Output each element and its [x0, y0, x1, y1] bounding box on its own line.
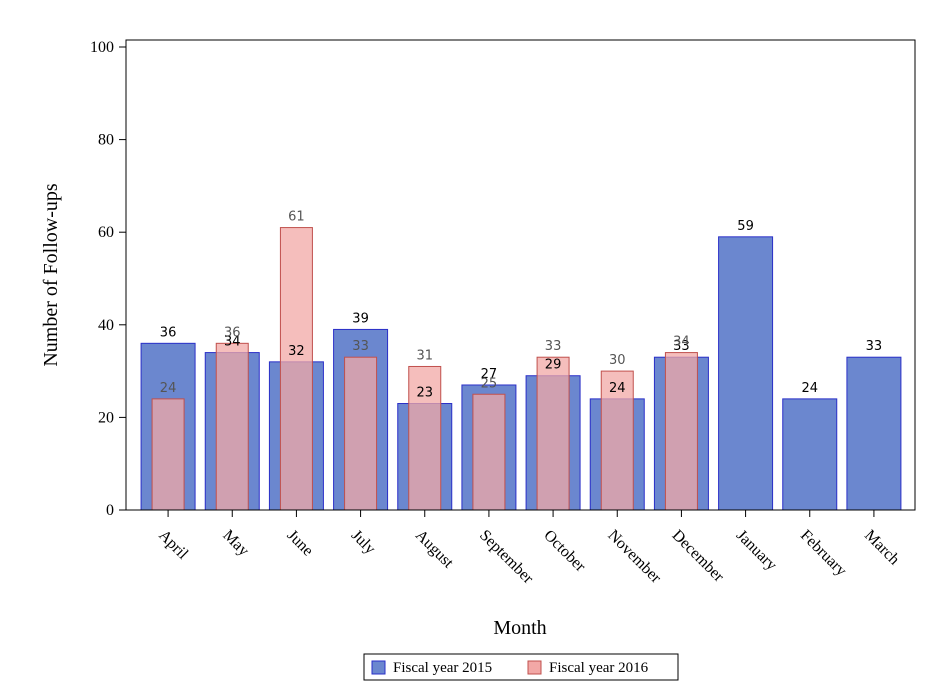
data-label-fiscal-year-2015-february: 24 — [801, 381, 818, 396]
x-tick-label-december: December — [669, 527, 728, 586]
series-fiscal-year-2015-bars — [140, 236, 902, 511]
x-tick-label-april: April — [155, 527, 191, 563]
data-label-fiscal-year-2015-december: 33 — [673, 339, 690, 354]
data-label-fiscal-year-2015-june: 32 — [288, 344, 305, 359]
y-axis-title: Number of Follow-ups — [40, 183, 62, 367]
y-tick-label-60: 60 — [98, 224, 114, 241]
x-tick-label-february: February — [797, 527, 850, 580]
bar-fiscal-year-2016-june — [279, 227, 313, 511]
data-label-fiscal-year-2015-september: 27 — [481, 367, 498, 382]
x-tick-label-march: March — [861, 527, 903, 569]
x-tick-label-october: October — [540, 527, 589, 576]
y-tick-label-20: 20 — [98, 409, 114, 426]
x-tick-label-june: June — [284, 527, 317, 560]
x-tick-label-august: August — [412, 527, 457, 572]
bar-fiscal-year-2015-march — [846, 356, 902, 511]
series-fiscal-year-2016-bars — [151, 227, 698, 511]
legend-label-fiscal-year-2016: Fiscal year 2016 — [549, 660, 649, 676]
x-tick-label-january: January — [733, 527, 780, 574]
bar-fiscal-year-2015-january — [718, 236, 774, 511]
data-label-fiscal-year-2015-november: 24 — [609, 381, 626, 396]
data-label-fiscal-year-2015-july: 39 — [352, 311, 369, 326]
bar-fiscal-year-2016-july — [344, 356, 378, 511]
bar-fiscal-year-2016-may — [215, 342, 249, 511]
legend-swatch-fiscal-year-2015 — [371, 660, 386, 675]
data-label-fiscal-year-2015-october: 29 — [545, 358, 562, 373]
bar-fiscal-year-2016-december — [664, 352, 698, 511]
data-label-fiscal-year-2016-november: 30 — [609, 353, 626, 368]
data-label-fiscal-year-2016-september: 25 — [481, 376, 498, 391]
bar-fiscal-year-2016-august — [408, 365, 442, 511]
bar-fiscal-year-2016-april — [151, 398, 185, 511]
y-tick-label-0: 0 — [106, 502, 114, 519]
x-tick-label-may: May — [219, 527, 252, 560]
x-axis: April May June July August September October No… — [155, 510, 903, 588]
data-label-fiscal-year-2016-april: 24 — [160, 381, 177, 396]
data-label-fiscal-year-2015-april: 36 — [160, 325, 177, 340]
y-tick-label-80: 80 — [98, 132, 114, 149]
data-label-fiscal-year-2015-may: 34 — [224, 335, 241, 350]
data-label-fiscal-year-2016-october: 33 — [545, 339, 562, 354]
legend-frame — [363, 653, 679, 681]
data-label-fiscal-year-2016-may: 36 — [224, 325, 241, 340]
y-tick-label-100: 100 — [90, 39, 114, 56]
legend-label-fiscal-year-2015: Fiscal year 2015 — [393, 660, 492, 676]
x-tick-label-july: July — [348, 527, 379, 558]
data-label-fiscal-year-2016-june: 61 — [288, 210, 305, 225]
y-axis: 0 20 40 60 80 100 — [90, 39, 126, 519]
data-label-fiscal-year-2016-december: 34 — [673, 335, 690, 350]
data-label-fiscal-year-2016-august: 31 — [416, 348, 433, 363]
data-label-fiscal-year-2015-august: 23 — [416, 386, 433, 401]
bar-fiscal-year-2015-february — [782, 398, 838, 511]
legend-swatch-fiscal-year-2016 — [527, 660, 542, 675]
x-tick-label-september: September — [476, 527, 537, 588]
bar-fiscal-year-2016-october — [536, 356, 570, 511]
x-tick-label-november: November — [604, 527, 664, 587]
data-label-fiscal-year-2015-january: 59 — [737, 219, 754, 234]
legend: Fiscal year 2015 Fiscal year 2016 — [363, 653, 679, 681]
bar-fiscal-year-2016-september — [472, 393, 506, 511]
data-label-fiscal-year-2016-july: 33 — [352, 339, 369, 354]
plot-frame — [125, 39, 916, 511]
y-tick-label-40: 40 — [98, 317, 114, 334]
x-axis-title: Month — [493, 617, 546, 639]
series-fiscal-year-2016-labels: 24 36 61 33 31 25 33 30 34 — [160, 210, 690, 396]
data-label-fiscal-year-2015-march: 33 — [866, 339, 883, 354]
bar-fiscal-year-2016-november — [600, 370, 634, 511]
